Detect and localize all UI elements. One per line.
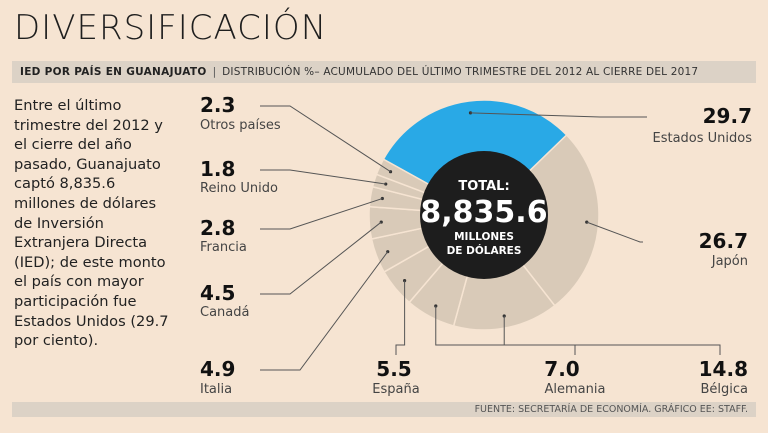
data-label-value-alemania: 7.0 [544, 357, 579, 381]
leader-line-italia [260, 251, 389, 371]
center-total-value: 8,835.6 [420, 195, 547, 230]
subtitle-key: IED POR PAÍS EN GUANAJUATO [20, 66, 207, 78]
subtitle-description: DISTRIBUCIÓN %– ACUMULADO DEL ÚLTIMO TRI… [222, 66, 699, 78]
chart-title: DIVERSIFICACIÓN [14, 8, 328, 48]
data-label-name-alemania: Alemania [545, 382, 606, 397]
data-label-name-reino-unido: Reino Unido [200, 181, 278, 196]
subtitle-bar: IED POR PAÍS EN GUANAJUATO | DISTRIBUCIÓ… [12, 61, 756, 83]
leader-line-japon [586, 221, 643, 243]
leader-line-francia [260, 198, 383, 230]
center-total-label: TOTAL: [458, 179, 509, 194]
leader-line-canada [260, 221, 382, 295]
leader-line-estados-unidos [470, 112, 647, 118]
data-label-value-belgica: 14.8 [699, 357, 748, 381]
data-label-value-estados-unidos: 29.7 [703, 104, 752, 128]
data-label-value-francia: 2.8 [200, 216, 235, 240]
data-label-value-reino-unido: 1.8 [200, 157, 235, 181]
data-label-value-japon: 26.7 [699, 229, 748, 253]
data-label-name-italia: Italia [200, 382, 232, 397]
leader-line-otros-paises [260, 105, 391, 173]
center-unit-line1: MILLONES [454, 231, 514, 243]
data-label-value-espana: 5.5 [376, 357, 411, 381]
data-label-name-belgica: Bélgica [700, 382, 748, 397]
subtitle-separator: | [212, 66, 217, 78]
source-text: FUENTE: SECRETARÍA DE ECONOMÍA. GRÁFICO … [474, 404, 748, 415]
data-label-name-otros-paises: Otros países [200, 118, 281, 133]
leader-line-alemania [435, 306, 576, 355]
leader-dot-francia [380, 196, 384, 201]
intro-text: Entre el último trimestre del 2012 y el … [14, 97, 169, 350]
data-label-name-francia: Francia [200, 240, 247, 255]
data-label-name-estados-unidos: Estados Unidos [652, 131, 752, 146]
leader-line-espana [395, 280, 406, 355]
data-label-value-otros-paises: 2.3 [200, 93, 235, 117]
center-disc [420, 151, 548, 279]
data-label-name-canada: Canadá [200, 305, 249, 320]
data-label-value-italia: 4.9 [200, 357, 235, 381]
data-label-name-espana: España [372, 382, 419, 397]
leader-line-reino-unido [260, 169, 386, 185]
data-label-value-canada: 4.5 [200, 281, 235, 305]
leader-line-belgica [503, 315, 721, 355]
source-footer: FUENTE: SECRETARÍA DE ECONOMÍA. GRÁFICO … [12, 402, 756, 417]
center-unit-line2: DE DÓLARES [447, 244, 522, 257]
data-label-name-japon: Japón [711, 254, 748, 269]
